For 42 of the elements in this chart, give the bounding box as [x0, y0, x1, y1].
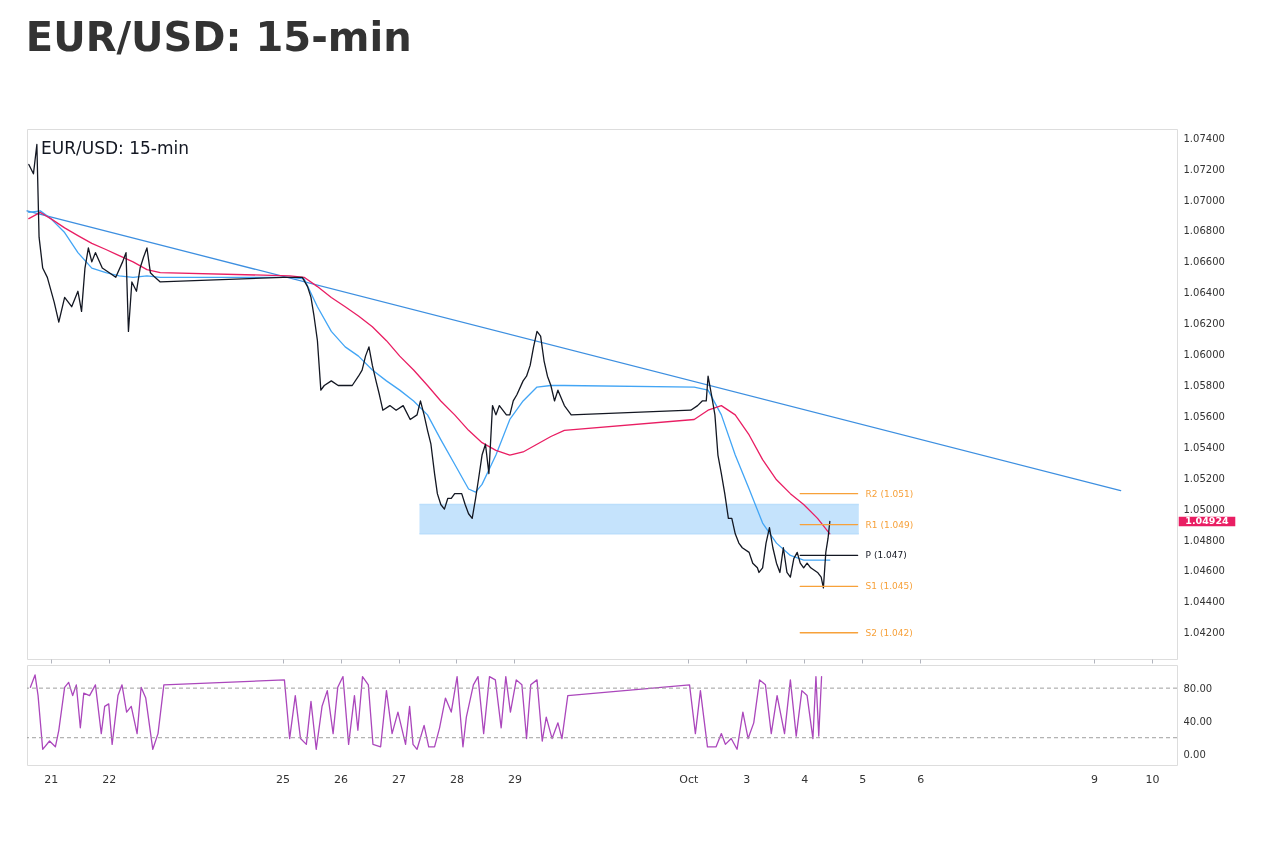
series-label: R1 (1.049) — [865, 519, 914, 530]
y-tick-label: 1.05600 — [1183, 410, 1225, 422]
y-tick-label: 1.04400 — [1183, 596, 1225, 608]
x-tick-label: 25 — [276, 772, 291, 786]
x-tick-label: 22 — [102, 772, 117, 786]
x-tick-label: 26 — [334, 772, 349, 786]
x-tick-label: 28 — [449, 772, 464, 786]
y-tick-label: 1.06800 — [1183, 225, 1225, 237]
series-label: S2 (1.042) — [865, 627, 913, 638]
y-tick-label: 1.07400 — [1183, 132, 1225, 144]
x-tick-label: 10 — [1145, 772, 1160, 786]
y-tick-label: 1.05400 — [1183, 441, 1225, 453]
x-tick-label: 3 — [743, 772, 751, 786]
y-tick-label: 1.07000 — [1183, 194, 1225, 206]
x-tick-label: 27 — [392, 772, 407, 786]
y-tick-label: 80.00 — [1183, 682, 1213, 694]
series-label: P (1.047) — [865, 550, 907, 561]
x-tick-label: Oct — [679, 772, 700, 786]
x-tick-label: 5 — [859, 772, 867, 786]
y-tick-label: 1.06000 — [1183, 349, 1225, 361]
series-label: S1 (1.045) — [865, 581, 913, 592]
y-tick-label: 1.05000 — [1183, 503, 1225, 515]
text: EUR/USD: 15-min — [25, 13, 412, 60]
y-tick-label: 1.05800 — [1183, 380, 1225, 391]
series-label: R2 (1.051) — [865, 488, 914, 499]
y-tick-label: 1.05200 — [1183, 472, 1225, 484]
x-tick-label: 6 — [917, 772, 925, 786]
y-tick-label: 1.07200 — [1183, 163, 1225, 175]
y-tick-label: 40.00 — [1183, 715, 1213, 727]
y-tick-label: 1.04800 — [1183, 534, 1225, 546]
y-tick-label: 1.06200 — [1183, 318, 1225, 330]
y-tick-label: 1.06600 — [1183, 256, 1225, 268]
x-tick-label: 29 — [507, 772, 522, 786]
y-tick-label: 1.04600 — [1183, 565, 1225, 577]
x-tick-label: 21 — [44, 772, 59, 786]
x-tick-label: 9 — [1091, 772, 1099, 786]
text: EUR/USD: 15-min — [41, 138, 190, 158]
x-tick-label: 4 — [801, 772, 809, 786]
text: 1.04924 — [1185, 515, 1230, 527]
y-tick-label: 1.06400 — [1183, 287, 1225, 299]
y-tick-label: 0.00 — [1183, 748, 1206, 760]
y-tick-label: 1.04200 — [1183, 627, 1225, 639]
